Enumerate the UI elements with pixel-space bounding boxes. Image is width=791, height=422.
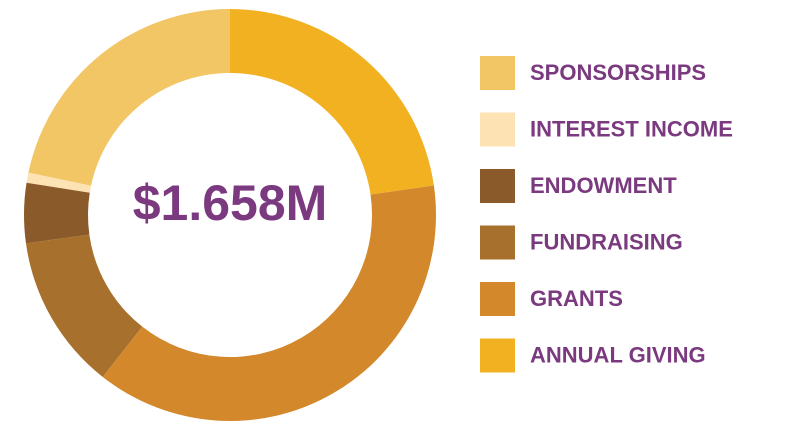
donut-segment <box>230 9 434 195</box>
legend-swatch <box>480 282 515 316</box>
legend-swatch <box>480 56 515 90</box>
legend-label: ENDOWMENT <box>530 173 677 198</box>
legend-label: FUNDRAISING <box>530 229 683 254</box>
donut-segment <box>26 172 92 193</box>
center-label: $1.658M <box>133 175 328 231</box>
legend-label: ANNUAL GIVING <box>530 342 706 367</box>
donut-segment <box>25 234 143 377</box>
donut-segment <box>28 9 230 186</box>
legend-label: INTEREST INCOME <box>530 116 733 141</box>
legend-swatch <box>480 169 515 203</box>
donut-segment <box>102 185 437 421</box>
legend-swatch <box>480 112 515 147</box>
legend-label: GRANTS <box>530 286 623 311</box>
legend-swatch <box>480 225 515 260</box>
donut-segment <box>23 182 90 244</box>
legend-swatch <box>480 338 515 373</box>
legend-label: SPONSORSHIPS <box>530 60 706 85</box>
